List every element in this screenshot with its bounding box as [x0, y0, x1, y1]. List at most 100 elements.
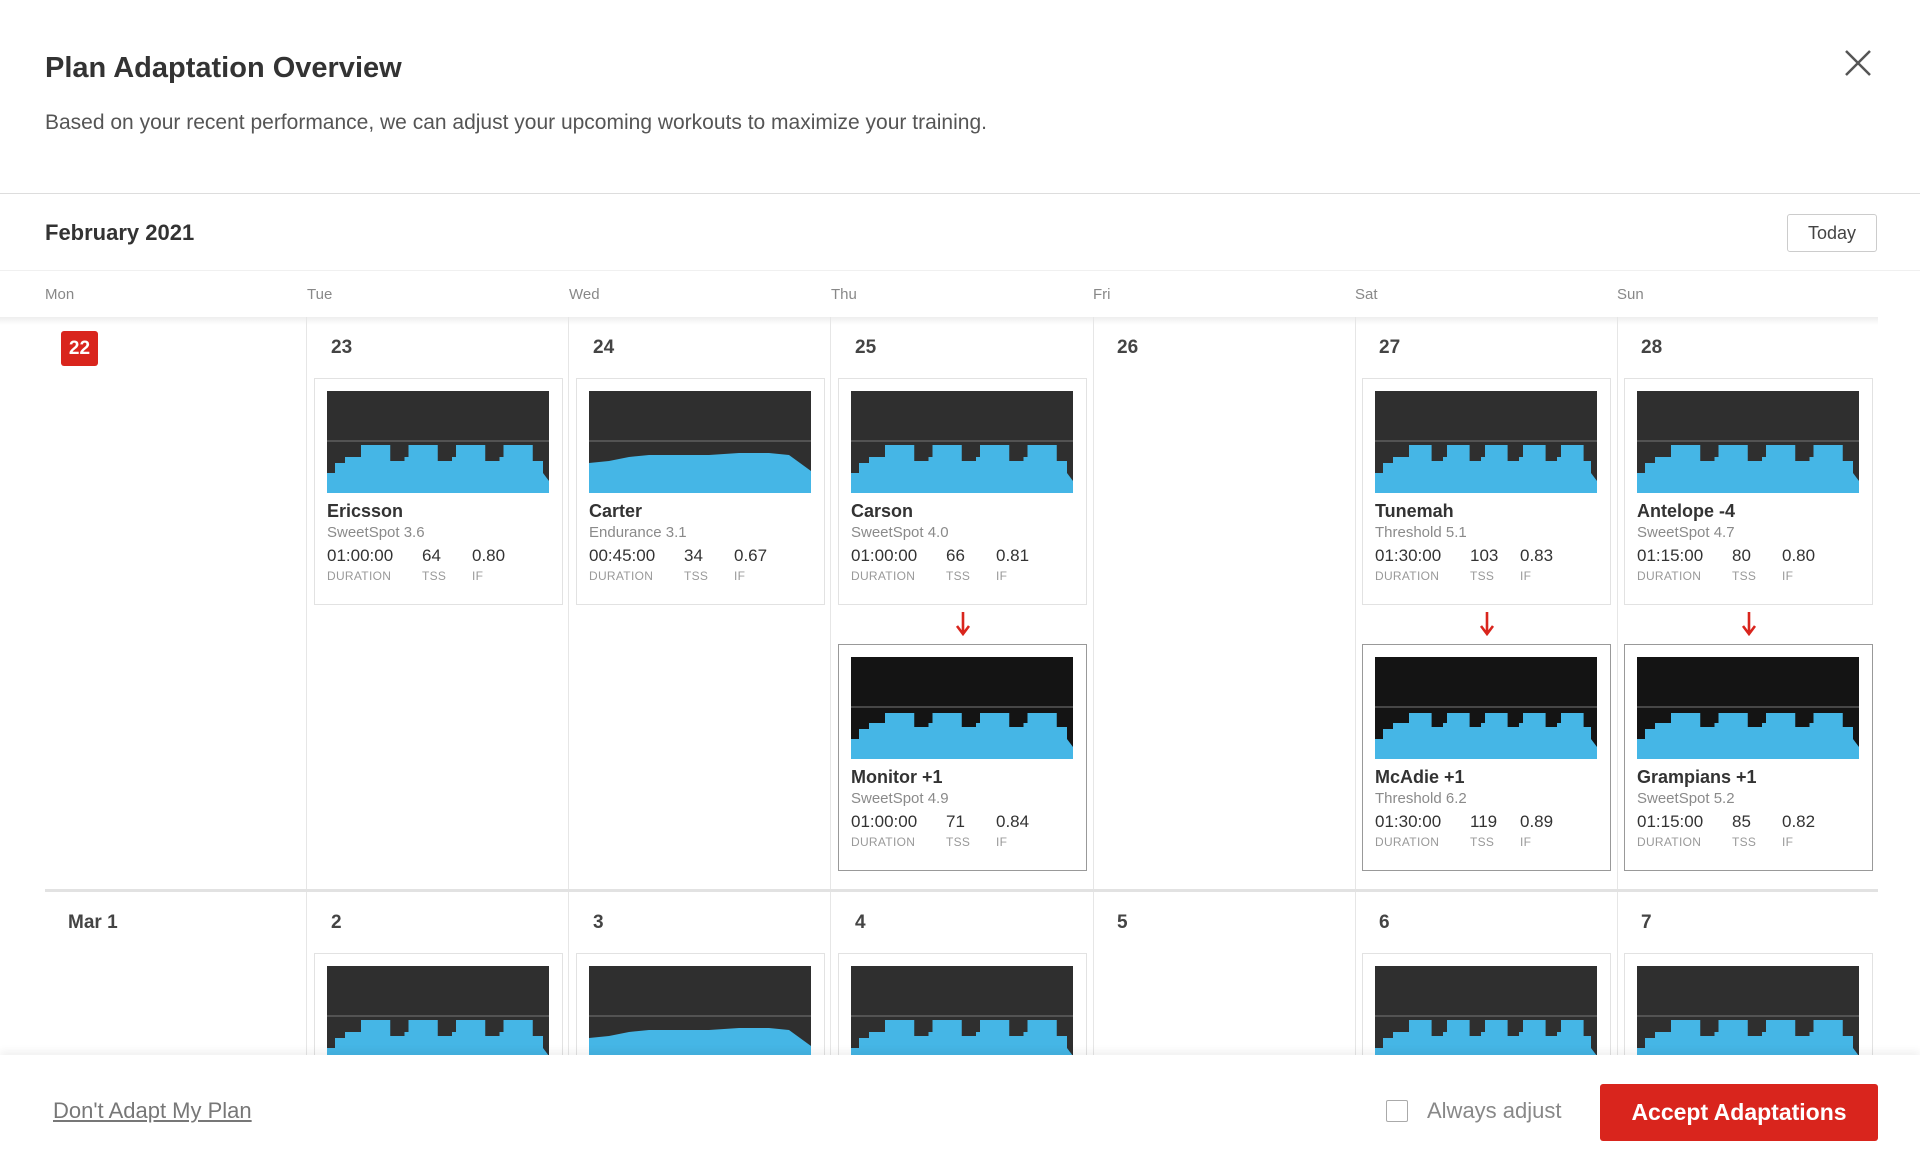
metric-label: DURATION	[851, 569, 916, 583]
metric-label: DURATION	[1637, 835, 1702, 849]
workout-name: Tunemah	[1375, 501, 1454, 521]
workout-tss: 80	[1732, 546, 1751, 565]
grid-line	[1617, 317, 1618, 1055]
workout-name: Monitor +1	[851, 767, 943, 787]
always-adjust-label: Always adjust	[1427, 1098, 1562, 1123]
workout-profile	[1637, 391, 1859, 493]
grid-line	[568, 317, 569, 1055]
workout-profile	[1637, 966, 1859, 1068]
workout-if: 0.80	[1782, 546, 1816, 565]
workout-profile	[851, 391, 1073, 493]
weekday-label: Mon	[45, 286, 75, 303]
month-label: February 2021	[45, 220, 195, 245]
workout-duration: 01:15:00	[1637, 546, 1704, 565]
today-date-badge: 22	[61, 331, 98, 366]
workout-card: Carter Endurance 3.1 00:45:00 34 0.67 DURATIO…	[576, 378, 825, 605]
workout-level: SweetSpot 5.2	[1637, 790, 1735, 807]
date-label: 7	[1641, 912, 1652, 933]
weekday-label: Fri	[1093, 286, 1111, 303]
date-label: 26	[1117, 337, 1139, 358]
workout-if: 0.89	[1520, 812, 1554, 831]
workout-level: SweetSpot 4.7	[1637, 524, 1735, 541]
metric-label: DURATION	[1637, 569, 1702, 583]
metric-label: DURATION	[851, 835, 916, 849]
date-label: 23	[331, 337, 353, 358]
week-separator	[45, 889, 1878, 892]
adapted-workout-card: McAdie +1 Threshold 6.2 01:30:00 119 0.89 DUR…	[1362, 644, 1611, 871]
workout-if: 0.80	[472, 546, 506, 565]
workout-profile	[589, 966, 811, 1068]
workout-duration: 00:45:00	[589, 546, 656, 565]
workout-tss: 64	[422, 546, 441, 565]
metric-label: TSS	[422, 569, 447, 583]
weekday-label: Wed	[569, 286, 600, 303]
metric-label: DURATION	[589, 569, 654, 583]
date-label: 3	[593, 912, 604, 933]
workout-level: Threshold 6.2	[1375, 790, 1467, 807]
metric-label: IF	[996, 569, 1008, 583]
metric-label: IF	[1782, 569, 1794, 583]
metric-label: TSS	[946, 835, 971, 849]
grid-line	[1093, 317, 1094, 1055]
workout-card: Tunemah Threshold 5.1 01:30:00 103 0.83 DURAT…	[1362, 378, 1611, 605]
grid-line	[1355, 317, 1356, 1055]
accept-button[interactable]: Accept Adaptations	[1600, 1084, 1878, 1141]
workout-profile	[1637, 657, 1859, 759]
workout-profile	[589, 391, 811, 493]
workout-if: 0.67	[734, 546, 768, 565]
dialog-title: Plan Adaptation Overview	[45, 52, 402, 84]
date-label: 28	[1641, 337, 1663, 358]
date-label: 25	[855, 337, 877, 358]
metric-label: TSS	[1732, 569, 1757, 583]
metric-label: TSS	[684, 569, 709, 583]
workout-duration: 01:15:00	[1637, 812, 1704, 831]
workout-profile	[851, 966, 1073, 1068]
workout-duration: 01:00:00	[327, 546, 394, 565]
metric-label: TSS	[946, 569, 971, 583]
adaptation-arrow	[1741, 612, 1757, 637]
workout-tss: 66	[946, 546, 965, 565]
metric-label: IF	[734, 569, 746, 583]
workout-tss: 71	[946, 812, 965, 831]
close-button[interactable]	[1843, 48, 1873, 78]
workout-name: Ericsson	[327, 501, 404, 521]
workout-name: Carson	[851, 501, 914, 521]
always-adjust-checkbox[interactable]	[1386, 1100, 1408, 1122]
workout-tss: 85	[1732, 812, 1751, 831]
workout-profile	[1375, 966, 1597, 1068]
workout-name: Carter	[589, 501, 643, 521]
today-button[interactable]: Today	[1787, 214, 1877, 252]
workout-tss: 103	[1470, 546, 1499, 565]
workout-duration: 01:30:00	[1375, 546, 1442, 565]
date-label: 5	[1117, 912, 1128, 933]
grid-line	[830, 317, 831, 1055]
workout-level: SweetSpot 4.0	[851, 524, 949, 541]
metric-label: DURATION	[1375, 569, 1440, 583]
adapted-workout-card: Monitor +1 SweetSpot 4.9 01:00:00 71 0.84 DUR…	[838, 644, 1087, 871]
date-label: 6	[1379, 912, 1390, 933]
decline-link[interactable]: Don't Adapt My Plan	[53, 1098, 252, 1123]
metric-label: IF	[1520, 569, 1532, 583]
metric-label: DURATION	[1375, 835, 1440, 849]
workout-duration: 01:30:00	[1375, 812, 1442, 831]
adapted-workout-card: Grampians +1 SweetSpot 5.2 01:15:00 85 0.82 D…	[1624, 644, 1873, 871]
metric-label: IF	[996, 835, 1008, 849]
divider	[0, 193, 1920, 194]
grid-line	[306, 317, 307, 1055]
weekday-label: Tue	[307, 286, 333, 303]
metric-label: IF	[1520, 835, 1532, 849]
weekday-label: Thu	[831, 286, 857, 303]
workout-profile	[1375, 657, 1597, 759]
workout-duration: 01:00:00	[851, 812, 918, 831]
metric-label: TSS	[1470, 569, 1495, 583]
workout-tss: 34	[684, 546, 703, 565]
workout-name: McAdie +1	[1375, 767, 1465, 787]
dialog-subtitle: Based on your recent performance, we can…	[45, 111, 987, 134]
workout-level: SweetSpot 3.6	[327, 524, 425, 541]
workout-level: Threshold 5.1	[1375, 524, 1467, 541]
workout-duration: 01:00:00	[851, 546, 918, 565]
workout-profile	[327, 966, 549, 1068]
adaptation-arrow	[1479, 612, 1495, 637]
header-shadow	[0, 317, 1878, 325]
